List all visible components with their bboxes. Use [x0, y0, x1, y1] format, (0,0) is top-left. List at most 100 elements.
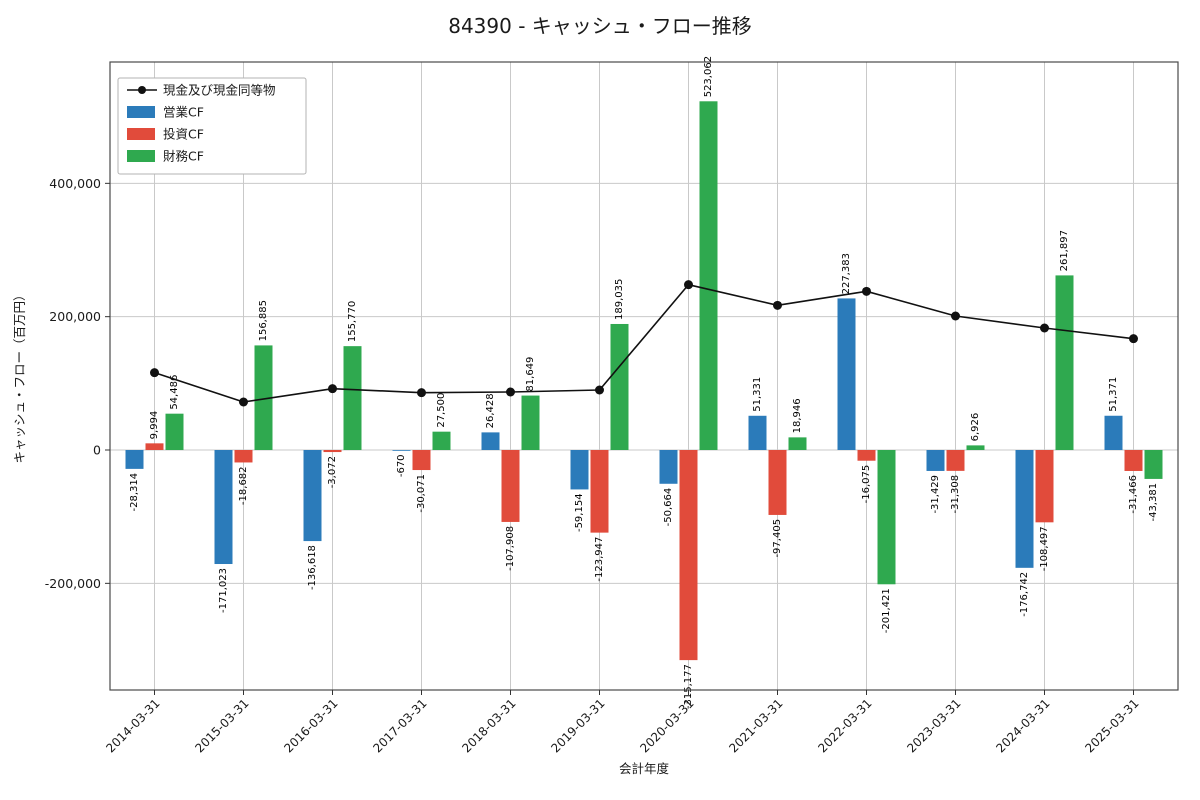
x-tick-label: 2018-03-31 [459, 696, 518, 755]
bar-投資CF [234, 450, 253, 463]
x-tick-label: 2019-03-31 [548, 696, 607, 755]
line-marker [862, 286, 871, 296]
bar-財務CF [1144, 450, 1163, 479]
bar-value-label: 189,035 [614, 279, 625, 320]
bar-value-label: 27,500 [436, 393, 447, 428]
x-tick-label: 2017-03-31 [370, 696, 429, 755]
legend-item-label: 投資CF [163, 127, 204, 142]
legend-item-label: 財務CF [163, 149, 204, 164]
bar-営業CF [303, 450, 322, 542]
line-marker [595, 385, 604, 395]
bar-value-label: -136,618 [307, 545, 318, 590]
line-marker [1129, 334, 1138, 344]
bar-value-label: -176,742 [1019, 572, 1030, 617]
line-marker [773, 300, 782, 310]
bar-value-label: -31,466 [1128, 475, 1139, 514]
bar-value-label: -31,308 [950, 475, 961, 514]
bar-value-label: 6,926 [970, 413, 981, 442]
line-marker [328, 384, 337, 394]
bar-財務CF [254, 345, 273, 450]
bar-営業CF [1015, 450, 1034, 568]
bar-営業CF [837, 298, 856, 450]
chart-title: 84390 - キャッシュ・フロー推移 [448, 14, 752, 38]
bar-value-label: -670 [396, 454, 407, 477]
legend-box [117, 77, 307, 175]
bar-財務CF [432, 431, 451, 450]
bar-営業CF [659, 450, 678, 484]
legend-item-label: 現金及び現金同等物 [163, 83, 276, 98]
bar-value-label: 261,897 [1059, 230, 1070, 271]
bar-value-label: -18,682 [238, 466, 249, 505]
x-tick-label: 2023-03-31 [904, 696, 963, 755]
cashflow-chart: -28,314 -171,023 -136,618 -670 26,428 -59,154… [12, 56, 1179, 776]
bar-value-labels: -28,314 -171,023 -136,618 -670 26,428 -59,154… [129, 56, 1159, 709]
bar-投資CF [857, 450, 876, 461]
bar-投資CF [323, 450, 342, 453]
line-marker [239, 397, 248, 407]
bar-value-label: 9,994 [149, 411, 160, 440]
bar-value-label: 26,428 [485, 393, 496, 428]
bar-投資CF [145, 443, 164, 450]
bar-営業CF [214, 450, 233, 565]
bar-財務CF [343, 346, 362, 450]
cash-line [150, 280, 1138, 407]
legend-swatch [127, 150, 155, 162]
bar-財務CF [165, 413, 184, 450]
bar-財務CF [966, 445, 985, 450]
y-tick-label: 0 [93, 443, 101, 458]
bar-営業CF [926, 450, 945, 471]
bar-value-label: 227,383 [841, 253, 852, 294]
bar-value-label: -201,421 [881, 588, 892, 633]
bar-財務CF [877, 450, 896, 585]
x-tick-label: 2015-03-31 [192, 696, 251, 755]
bar-営業CF [481, 432, 500, 450]
line-marker [1040, 323, 1049, 333]
line-marker [951, 311, 960, 321]
bars [125, 101, 1163, 661]
bar-value-label: -123,947 [594, 537, 605, 582]
x-axis-label: 会計年度 [619, 761, 670, 776]
bar-投資CF [501, 450, 520, 522]
bar-投資CF [946, 450, 965, 471]
bar-投資CF [768, 450, 787, 515]
y-tick-label: 400,000 [49, 176, 101, 191]
bar-value-label: -59,154 [574, 493, 585, 532]
bar-営業CF [1104, 415, 1123, 450]
legend-swatch [127, 106, 155, 118]
x-tick-label: 2022-03-31 [815, 696, 874, 755]
bar-投資CF [1035, 450, 1054, 523]
bar-営業CF [748, 415, 767, 450]
x-tick-label: 2021-03-31 [726, 696, 785, 755]
x-tick-label: 2025-03-31 [1082, 696, 1141, 755]
bar-投資CF [1124, 450, 1143, 471]
bar-value-label: -107,908 [505, 526, 516, 571]
bar-value-label: -50,664 [663, 488, 674, 527]
bar-営業CF [392, 450, 411, 451]
bar-value-label: 51,371 [1108, 377, 1119, 412]
legend-dot-marker [138, 86, 146, 94]
bar-投資CF [412, 450, 431, 471]
bar-営業CF [570, 450, 589, 490]
bar-value-label: 81,649 [525, 357, 536, 392]
line-marker [150, 368, 159, 378]
x-tick-label: 2024-03-31 [993, 696, 1052, 755]
x-tick-label: 2014-03-31 [103, 696, 162, 755]
cash-line-path [154, 283, 1134, 403]
y-axis-label: キャッシュ・フロー（百万円） [12, 288, 27, 463]
bar-営業CF [125, 450, 144, 469]
bar-value-label: 523,062 [703, 56, 714, 97]
bar-財務CF [1055, 275, 1074, 450]
bar-value-label: -43,381 [1148, 483, 1159, 522]
plot-border [109, 61, 1179, 691]
bar-value-label: 18,946 [792, 398, 803, 433]
bar-value-label: -171,023 [218, 568, 229, 613]
bar-value-label: 51,331 [752, 377, 763, 412]
bar-value-label: -31,429 [930, 475, 941, 514]
bar-value-label: -97,405 [772, 519, 783, 558]
bar-value-label: 156,885 [258, 300, 269, 341]
bar-value-label: -28,314 [129, 473, 140, 512]
legend-item-label: 営業CF [163, 105, 204, 120]
y-axis: -200,000 0 200,000 400,000 [45, 176, 110, 591]
